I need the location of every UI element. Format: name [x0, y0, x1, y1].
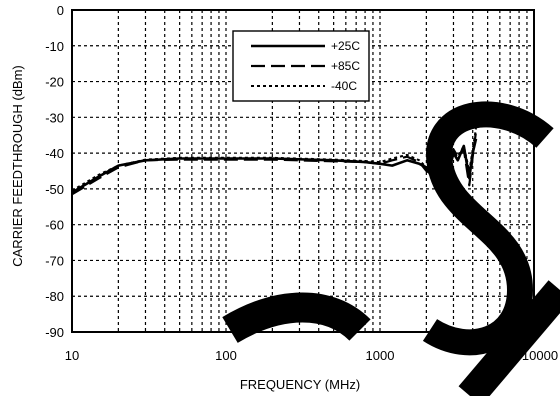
watermark-stroke-arc [222, 292, 371, 344]
legend: +25C +85C -40C [232, 30, 370, 102]
series-line [71, 127, 477, 192]
watermark-stroke-s [422, 101, 554, 356]
y-tick-label: -80 [45, 289, 64, 304]
y-tick-label: -70 [45, 253, 64, 268]
plot-frame [71, 9, 535, 333]
y-tick-label: -20 [45, 75, 64, 90]
y-tick-label: -90 [45, 325, 64, 340]
y-axis-tick-labels: 0 -10 -20 -30 -40 -50 -60 -70 -80 -90 [45, 3, 64, 340]
x-tick-label: 1000 [366, 348, 395, 363]
x-axis-title: FREQUENCY (MHz) [240, 377, 360, 392]
watermark [222, 101, 560, 396]
y-tick-label: -50 [45, 182, 64, 197]
y-tick-label: -40 [45, 146, 64, 161]
y-tick-label: -10 [45, 39, 64, 54]
y-tick-label: -30 [45, 110, 64, 125]
legend-label: +85C [331, 59, 360, 73]
data-series [71, 127, 478, 196]
x-tick-label: 100 [215, 348, 237, 363]
x-tick-label: 10000 [522, 348, 558, 363]
y-tick-label: -60 [45, 218, 64, 233]
legend-label: +25C [331, 39, 360, 53]
legend-label: -40C [331, 79, 357, 93]
x-axis-tick-labels: 10 100 1000 10000 [65, 348, 558, 363]
y-axis-title: CARRIER FEEDTHROUGH (dBm) [10, 65, 25, 267]
series-line [71, 138, 478, 194]
y-tick-label: 0 [57, 3, 64, 18]
x-tick-label: 10 [65, 348, 79, 363]
watermark-stroke-diagonal [458, 280, 560, 396]
